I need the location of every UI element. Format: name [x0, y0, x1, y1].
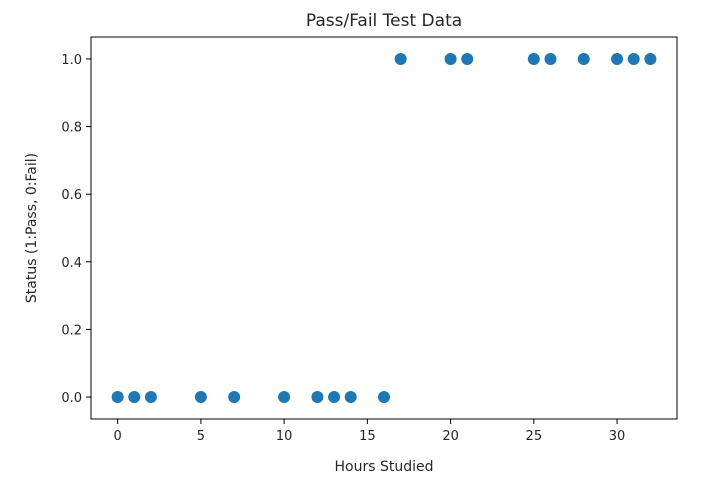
x-tick-label: 10 [276, 429, 293, 444]
y-tick-label: 0.2 [61, 323, 82, 338]
y-tick-label: 0.8 [61, 121, 82, 136]
data-point [328, 391, 341, 404]
chart-title: Pass/Fail Test Data [306, 11, 462, 31]
plot-frame [90, 36, 678, 420]
data-point [627, 52, 640, 65]
y-tick-label: 1.0 [61, 53, 82, 68]
data-point [344, 391, 357, 404]
data-point [444, 52, 457, 65]
y-tick-label: 0.4 [61, 256, 82, 271]
data-point [194, 391, 207, 404]
data-points [111, 52, 657, 404]
x-tick-label: 15 [359, 429, 376, 444]
data-point [378, 391, 390, 404]
data-point [577, 52, 590, 65]
data-point [228, 391, 241, 404]
x-tick-label: 5 [197, 429, 205, 444]
y-axis: 0.0 0.2 0.4 0.6 0.8 1.0 [61, 53, 91, 406]
x-tick-label: 30 [609, 429, 626, 444]
x-tick-label: 0 [113, 429, 121, 444]
data-point [278, 391, 291, 404]
data-point [111, 391, 124, 404]
data-point [144, 391, 157, 404]
y-axis-label: Status (1:Pass, 0:Fail) [24, 153, 40, 303]
x-axis-label: Hours Studied [335, 459, 434, 475]
data-point [544, 52, 557, 65]
y-tick-label: 0.0 [61, 391, 82, 406]
plot-area: 0 5 10 15 20 25 30 0.0 0.2 0.4 0.6 0.8 1.0 [61, 36, 678, 444]
data-point [394, 52, 407, 65]
data-point [527, 52, 540, 65]
x-tick-label: 25 [526, 429, 543, 444]
data-point [311, 391, 324, 404]
x-axis: 0 5 10 15 20 25 30 [113, 419, 625, 444]
data-point [644, 52, 657, 65]
data-point [611, 52, 624, 65]
data-point [128, 391, 141, 404]
y-tick-label: 0.6 [61, 188, 82, 203]
x-tick-label: 20 [442, 429, 459, 444]
data-point [461, 52, 474, 65]
